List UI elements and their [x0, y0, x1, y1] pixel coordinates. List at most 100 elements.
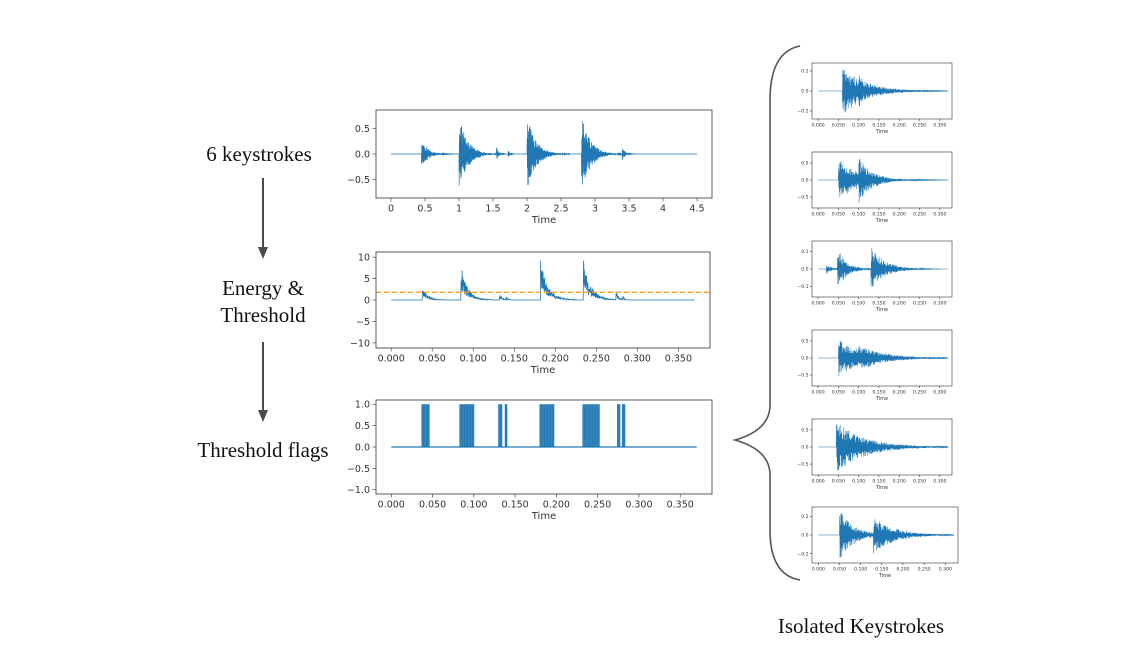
chart-isolated-1: 0.000 0.050 0.100 0.150 0.200 0.250 0.300 0.2 0.… — [797, 62, 953, 135]
x-tick-label: 0.100 — [460, 354, 487, 365]
x-axis-label: Time — [875, 485, 888, 491]
flag-interval — [498, 404, 503, 447]
chart-isolated-5: 0.000 0.050 0.100 0.150 0.200 0.250 0.300 0.5 0.… — [797, 418, 953, 491]
y-tick-label: 0.0 — [801, 178, 808, 184]
series-line — [818, 159, 949, 203]
x-tick-label: 0.150 — [501, 354, 528, 365]
flag-interval — [622, 404, 626, 447]
x-tick-label: 4 — [660, 204, 666, 215]
flag-interval — [582, 404, 600, 447]
arrow-down-2 — [258, 342, 268, 422]
x-axis-label: Time — [875, 396, 888, 402]
series-line — [390, 121, 698, 186]
x-tick-label: 0.200 — [543, 500, 570, 511]
flag-interval — [539, 404, 555, 447]
x-tick-label: 0.5 — [417, 204, 432, 215]
y-tick-label: −0.2 — [797, 551, 808, 557]
series-line — [818, 248, 948, 288]
y-tick-label: −0.5 — [347, 175, 370, 186]
x-tick-label: 0.150 — [872, 479, 885, 485]
x-axis-label: Time — [531, 511, 556, 522]
x-tick-label: 0.200 — [896, 567, 909, 573]
x-tick-label: 0.300 — [625, 500, 652, 511]
y-tick-label: −0.5 — [797, 195, 808, 201]
energy-series-line — [391, 260, 695, 301]
x-tick-label: 0.300 — [933, 123, 946, 129]
x-tick-label: 0.000 — [812, 212, 825, 218]
x-tick-label: 0.000 — [378, 500, 405, 511]
label-energy-line1: Energy & — [222, 276, 304, 300]
chart-isolated-6: 0.000 0.050 0.100 0.150 0.200 0.250 0.300 0.2 0.… — [797, 506, 959, 579]
x-tick-label: 0.200 — [893, 390, 906, 396]
x-tick-label: 0.250 — [918, 567, 931, 573]
x-tick-label: 0.300 — [933, 212, 946, 218]
chart-energy: 0.000 0.050 0.100 0.150 0.200 0.250 0.300 0.350… — [350, 251, 711, 376]
x-tick-label: 2 — [524, 204, 530, 215]
x-tick-label: 0.350 — [667, 500, 694, 511]
x-tick-label: 0.250 — [913, 123, 926, 129]
y-tick-label: −0.5 — [797, 462, 808, 468]
label-energy-line2: Threshold — [220, 303, 306, 327]
y-tick-label: 0.0 — [355, 442, 370, 453]
flag-interval — [421, 404, 430, 447]
flag-interval — [504, 404, 508, 447]
x-tick-label: 0.050 — [832, 390, 845, 396]
x-tick-label: 0.250 — [913, 301, 926, 307]
x-tick-label: 0.250 — [913, 479, 926, 485]
x-tick-label: 0.150 — [872, 390, 885, 396]
y-tick-label: 10 — [358, 253, 370, 264]
x-tick-label: 1 — [456, 204, 462, 215]
label-isolated-keystrokes: Isolated Keystrokes — [778, 614, 944, 638]
y-tick-label: 0.5 — [801, 339, 808, 345]
x-tick-label: 0.100 — [852, 479, 865, 485]
x-tick-label: 0.300 — [933, 390, 946, 396]
chart-waveform: 0 0.5 1 1.5 2 2.5 3 3.5 4 4.5 0.5 0.0 −0.5 Time — [347, 109, 713, 226]
x-tick-label: 0.050 — [832, 212, 845, 218]
x-tick-label: 4.5 — [689, 204, 704, 215]
x-tick-label: 0 — [388, 204, 394, 215]
x-axis-label: Time — [875, 307, 888, 313]
x-axis-label: Time — [878, 573, 891, 579]
x-tick-label: 0.050 — [833, 567, 846, 573]
y-tick-label: 0.2 — [801, 69, 808, 75]
chart-isolated-3: 0.000 0.050 0.100 0.150 0.200 0.250 0.300 0.1 0.… — [797, 240, 953, 313]
x-tick-label: 0.000 — [378, 354, 405, 365]
x-tick-label: 0.150 — [875, 567, 888, 573]
x-tick-label: 0.250 — [583, 354, 610, 365]
y-tick-label: 0.5 — [801, 428, 808, 434]
x-tick-label: 0.200 — [542, 354, 569, 365]
label-threshold-flags: Threshold flags — [197, 438, 328, 462]
y-tick-label: −5 — [356, 317, 370, 328]
y-tick-label: −0.1 — [797, 284, 808, 290]
x-tick-label: 0.250 — [913, 212, 926, 218]
y-tick-label: 5 — [364, 274, 370, 285]
chart-isolated-2: 0.000 0.050 0.100 0.150 0.200 0.250 0.300 0.5 0.… — [797, 151, 953, 224]
y-tick-label: 0.0 — [801, 445, 808, 451]
x-tick-label: 0.100 — [460, 500, 487, 511]
y-tick-label: 0.0 — [801, 89, 808, 95]
x-axis-label: Time — [875, 129, 888, 135]
y-tick-label: 0.2 — [801, 514, 808, 520]
y-tick-label: −0.5 — [797, 373, 808, 379]
x-tick-label: 0.000 — [812, 390, 825, 396]
x-tick-label: 0.300 — [933, 301, 946, 307]
x-tick-label: 0.200 — [893, 479, 906, 485]
y-tick-label: 0 — [364, 295, 370, 306]
x-tick-label: 0.150 — [872, 212, 885, 218]
y-tick-label: 0.5 — [355, 421, 370, 432]
x-tick-label: 0.200 — [893, 123, 906, 129]
x-tick-label: 0.300 — [939, 567, 952, 573]
x-tick-label: 0.100 — [852, 390, 865, 396]
x-tick-label: 3 — [592, 204, 598, 215]
x-tick-label: 0.050 — [832, 301, 845, 307]
x-tick-label: 0.000 — [812, 123, 825, 129]
y-tick-label: 0.0 — [801, 356, 808, 362]
curly-brace — [732, 45, 801, 581]
x-tick-label: 1.5 — [485, 204, 500, 215]
series-line — [818, 424, 949, 471]
x-axis-label: Time — [875, 218, 888, 224]
x-tick-label: 0.000 — [812, 301, 825, 307]
x-axis-label: Time — [531, 215, 556, 226]
x-tick-label: 0.100 — [854, 567, 867, 573]
x-tick-label: 0.050 — [832, 479, 845, 485]
